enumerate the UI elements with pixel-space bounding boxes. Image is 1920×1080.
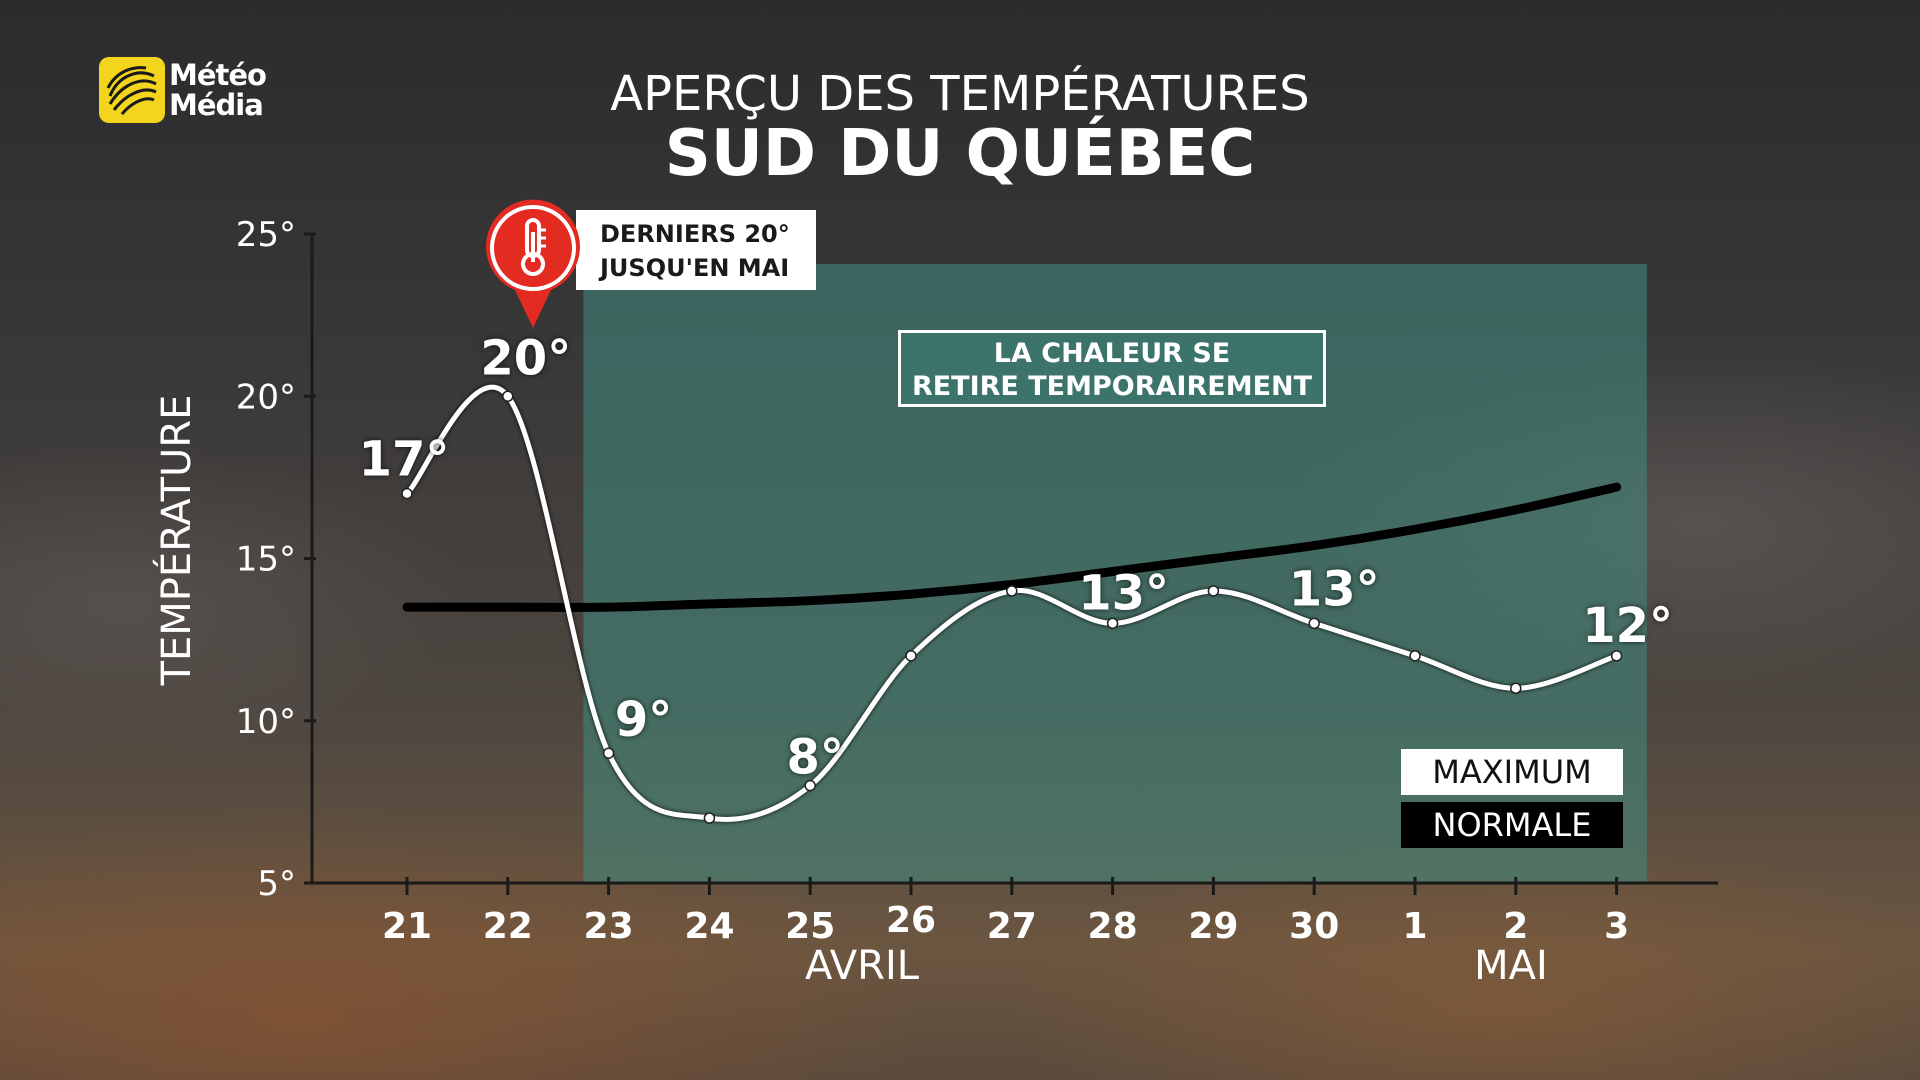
data-point — [1409, 650, 1421, 662]
data-label: 13° — [1078, 565, 1169, 621]
data-point — [1006, 585, 1018, 597]
logo-wordmark: Météo Média — [169, 58, 267, 122]
series-line-maximum — [405, 384, 1618, 822]
series-line-normale — [402, 482, 1622, 612]
x-tick-label: 22 — [483, 906, 533, 947]
callout-box: DERNIERS 20° JUSQU'EN MAI — [576, 210, 816, 290]
x-tick-label: 28 — [1088, 906, 1138, 947]
x-tick-label: 24 — [684, 906, 734, 947]
data-point — [905, 650, 917, 662]
page-subtitle: SUD DU QUÉBEC — [664, 117, 1256, 191]
x-tick-label: 26 — [886, 900, 936, 941]
globe-icon — [99, 57, 165, 123]
data-point — [1308, 617, 1320, 630]
data-label: 20° — [480, 330, 571, 386]
callout-line-2: JUSQU'EN MAI — [600, 254, 790, 282]
month-label-may: MAI — [1474, 943, 1548, 989]
x-tick-label: 3 — [1604, 906, 1629, 947]
data-point — [502, 390, 514, 402]
highlight-line-1: LA CHALEUR SE — [993, 338, 1231, 369]
callout-line-1: DERNIERS 20° — [600, 220, 790, 248]
data-label: 9° — [615, 692, 672, 748]
data-point — [602, 747, 615, 759]
y-tick-label: 5° — [257, 864, 296, 904]
data-point — [804, 779, 816, 792]
y-tick-label: 10° — [236, 702, 296, 742]
page-title: APERÇU DES TEMPÉRATURES — [610, 66, 1310, 122]
meteomedia-logo: Météo Média — [99, 57, 267, 123]
data-label: 17° — [359, 432, 450, 488]
logo-line-2: Média — [169, 88, 264, 122]
highlight-label: LA CHALEUR SE RETIRE TEMPORAIREMENT — [898, 330, 1326, 407]
month-label-april: AVRIL — [804, 943, 920, 989]
y-axis-label: TEMPÉRATURE — [154, 394, 200, 686]
x-tick-label: 29 — [1188, 906, 1238, 947]
data-labels: 17° 20° 9° 8° 13° 13° 12° — [359, 330, 1673, 785]
x-tick-label: 23 — [584, 906, 634, 947]
data-point — [703, 812, 716, 824]
thermometer-pin-icon — [482, 198, 584, 330]
data-point — [1106, 617, 1119, 630]
data-label: 12° — [1582, 598, 1673, 654]
data-point — [401, 487, 413, 500]
data-point — [1207, 585, 1220, 597]
x-tick-label: 27 — [987, 906, 1037, 947]
legend-normale: NORMALE — [1401, 802, 1623, 848]
x-ticks: 21 22 23 24 25 26 27 28 29 30 1 2 3 — [382, 877, 1629, 947]
x-tick-label: 30 — [1289, 906, 1339, 947]
y-ticks: 5° 10° 15° 20° 25° — [236, 215, 316, 904]
y-tick-label: 15° — [236, 540, 296, 580]
data-label: 8° — [786, 730, 843, 786]
data-point — [1610, 650, 1623, 662]
logo-line-1: Météo — [169, 58, 267, 92]
legend-maximum: MAXIMUM — [1401, 749, 1623, 795]
y-tick-label: 20° — [236, 377, 296, 417]
data-point — [1510, 682, 1522, 695]
series-points-maximum — [401, 390, 1623, 824]
highlight-line-2: RETIRE TEMPORAIREMENT — [911, 371, 1313, 402]
data-label: 13° — [1289, 561, 1380, 617]
x-tick-label: 2 — [1503, 906, 1528, 947]
y-tick-label: 25° — [236, 215, 296, 255]
x-tick-label: 1 — [1402, 906, 1427, 947]
x-tick-label: 25 — [785, 906, 835, 947]
x-tick-label: 21 — [382, 906, 432, 947]
